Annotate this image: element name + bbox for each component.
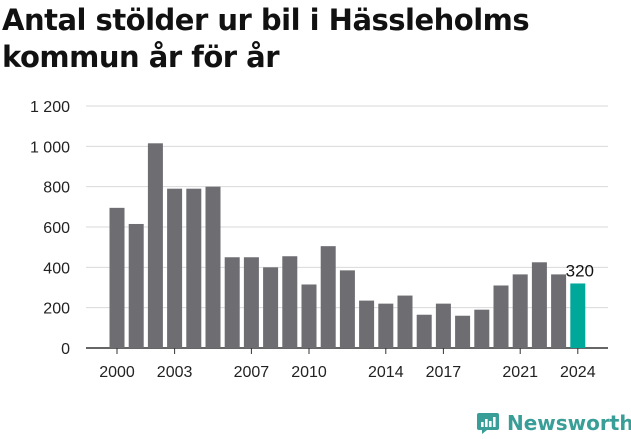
bar bbox=[301, 284, 317, 348]
y-tick-label: 1 200 bbox=[30, 99, 70, 116]
bar bbox=[263, 267, 279, 348]
x-tick-label: 2007 bbox=[234, 364, 270, 381]
y-tick-label: 400 bbox=[43, 260, 70, 277]
x-tick-label: 2024 bbox=[560, 364, 596, 381]
x-tick-label: 2021 bbox=[502, 364, 538, 381]
bar bbox=[397, 295, 413, 348]
bar bbox=[512, 274, 528, 348]
bar bbox=[455, 315, 471, 348]
y-tick-label: 0 bbox=[61, 341, 70, 358]
bars bbox=[109, 143, 586, 348]
bar bbox=[474, 309, 490, 348]
bar bbox=[282, 256, 298, 348]
newsworthy-brand: Newsworthy bbox=[476, 408, 631, 438]
x-axis-tick-labels: 2000 2003 2007 2010 2014 2017 2021 2024 bbox=[99, 348, 596, 381]
x-tick-label: 2000 bbox=[99, 364, 135, 381]
bar bbox=[186, 188, 202, 348]
bar bbox=[224, 257, 240, 348]
bar bbox=[205, 186, 221, 348]
y-tick-label: 600 bbox=[43, 220, 70, 237]
bar bbox=[128, 223, 144, 348]
y-axis-tick-labels: 0 200 400 600 800 1 000 1 200 bbox=[30, 99, 70, 358]
y-tick-label: 800 bbox=[43, 180, 70, 197]
data-labels: 320 bbox=[566, 261, 594, 280]
bar bbox=[243, 257, 259, 348]
y-tick-label: 1 000 bbox=[30, 139, 70, 156]
bar bbox=[435, 303, 451, 348]
brand-name: Newsworthy bbox=[507, 411, 631, 435]
x-tick-label: 2017 bbox=[426, 364, 462, 381]
bar bbox=[320, 246, 336, 348]
bar bbox=[493, 285, 509, 348]
y-tick-label: 200 bbox=[43, 301, 70, 318]
bar bbox=[378, 303, 394, 348]
x-tick-label: 2014 bbox=[368, 364, 404, 381]
bar bbox=[147, 143, 163, 348]
bar-highlighted bbox=[570, 283, 586, 348]
bar bbox=[109, 207, 125, 348]
x-tick-label: 2010 bbox=[291, 364, 327, 381]
newsworthy-chart-logo-icon bbox=[477, 413, 499, 434]
bar bbox=[339, 270, 355, 348]
chart-title: Antal stölder ur bil i Hässleholms kommu… bbox=[2, 3, 530, 74]
bar bbox=[359, 300, 375, 348]
bar bbox=[167, 188, 183, 348]
data-label: 320 bbox=[566, 261, 594, 280]
bar bbox=[416, 314, 432, 348]
bar bbox=[531, 262, 547, 348]
x-tick-label: 2003 bbox=[157, 364, 193, 381]
bar bbox=[551, 274, 567, 348]
